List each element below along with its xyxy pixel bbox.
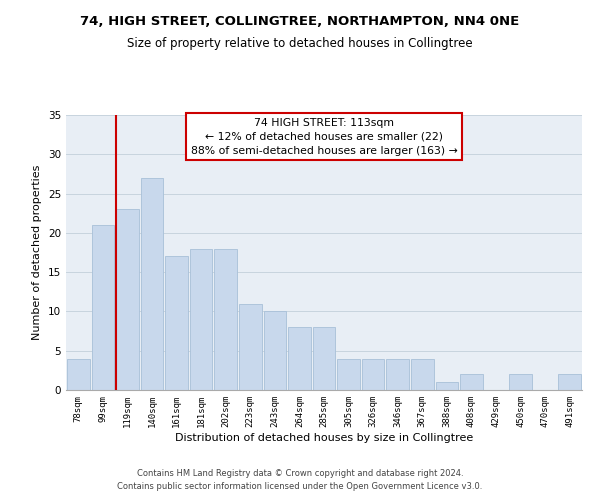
Bar — [288, 327, 311, 390]
Bar — [165, 256, 188, 390]
Bar — [436, 382, 458, 390]
Bar — [337, 358, 360, 390]
Text: 74, HIGH STREET, COLLINGTREE, NORTHAMPTON, NN4 0NE: 74, HIGH STREET, COLLINGTREE, NORTHAMPTO… — [80, 15, 520, 28]
Bar — [214, 248, 237, 390]
Bar — [559, 374, 581, 390]
Bar — [67, 358, 89, 390]
Bar — [92, 225, 114, 390]
Bar — [313, 327, 335, 390]
Bar — [140, 178, 163, 390]
X-axis label: Distribution of detached houses by size in Collingtree: Distribution of detached houses by size … — [175, 432, 473, 442]
Text: Size of property relative to detached houses in Collingtree: Size of property relative to detached ho… — [127, 38, 473, 51]
Bar — [362, 358, 385, 390]
Bar — [386, 358, 409, 390]
Y-axis label: Number of detached properties: Number of detached properties — [32, 165, 43, 340]
Bar — [116, 210, 139, 390]
Bar — [239, 304, 262, 390]
Bar — [411, 358, 434, 390]
Text: Contains HM Land Registry data © Crown copyright and database right 2024.: Contains HM Land Registry data © Crown c… — [137, 468, 463, 477]
Bar — [263, 312, 286, 390]
Text: 74 HIGH STREET: 113sqm
← 12% of detached houses are smaller (22)
88% of semi-det: 74 HIGH STREET: 113sqm ← 12% of detached… — [191, 118, 457, 156]
Bar — [509, 374, 532, 390]
Bar — [190, 248, 212, 390]
Bar — [460, 374, 483, 390]
Text: Contains public sector information licensed under the Open Government Licence v3: Contains public sector information licen… — [118, 482, 482, 491]
